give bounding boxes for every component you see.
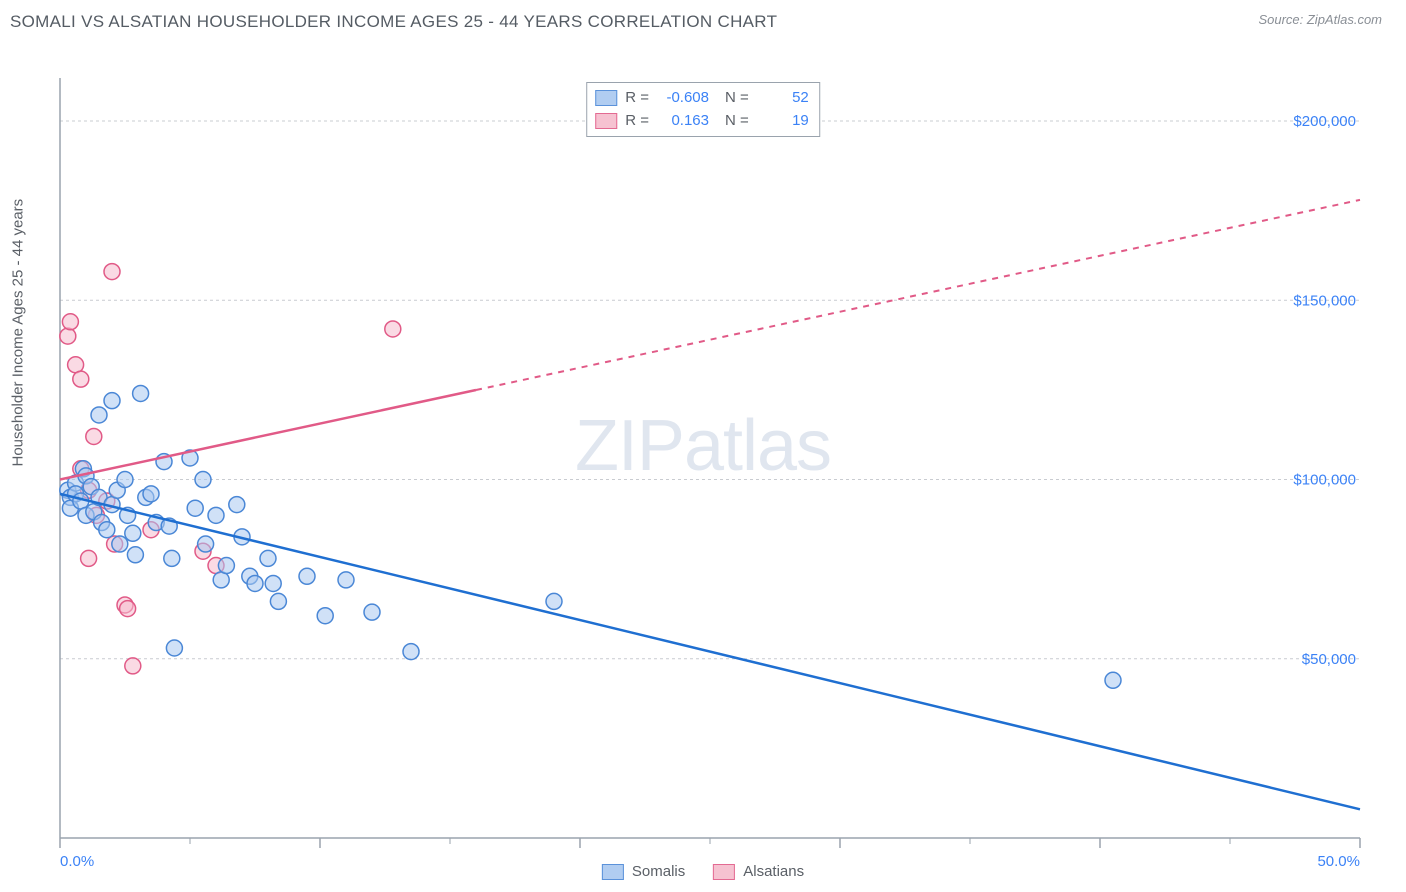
chart-title: SOMALI VS ALSATIAN HOUSEHOLDER INCOME AG… [10,12,777,32]
n-value-somalis: 52 [757,87,809,110]
svg-text:$50,000: $50,000 [1302,651,1356,668]
source-label: Source: ZipAtlas.com [1258,12,1382,27]
svg-text:$200,000: $200,000 [1293,113,1356,130]
r-value-somalis: -0.608 [657,87,709,110]
legend-label-alsatians: Alsatians [743,863,804,880]
swatch-somalis [602,864,624,880]
legend-item-somalis: Somalis [602,863,685,880]
svg-text:50.0%: 50.0% [1317,853,1360,870]
legend-item-alsatians: Alsatians [713,863,804,880]
r-value-alsatians: 0.163 [657,110,709,133]
r-label: R = [625,87,649,110]
svg-text:0.0%: 0.0% [60,853,94,870]
legend-row-somalis: R = -0.608 N = 52 [595,87,809,110]
svg-text:$150,000: $150,000 [1293,292,1356,309]
n-value-alsatians: 19 [757,110,809,133]
legend-label-somalis: Somalis [632,863,685,880]
n-label: N = [725,87,749,110]
swatch-alsatians [595,113,617,129]
r-label: R = [625,110,649,133]
n-label: N = [725,110,749,133]
chart-area: Householder Income Ages 25 - 44 years ZI… [0,38,1406,888]
scatter-plot-svg: $50,000 $100,000 $150,000 $200,000 0.0% 50.0% [0,38,1406,888]
swatch-somalis [595,90,617,106]
swatch-alsatians [713,864,735,880]
svg-text:$100,000: $100,000 [1293,472,1356,489]
legend-correlation: R = -0.608 N = 52 R = 0.163 N = 19 [586,82,820,137]
legend-series: Somalis Alsatians [602,863,804,880]
legend-row-alsatians: R = 0.163 N = 19 [595,110,809,133]
